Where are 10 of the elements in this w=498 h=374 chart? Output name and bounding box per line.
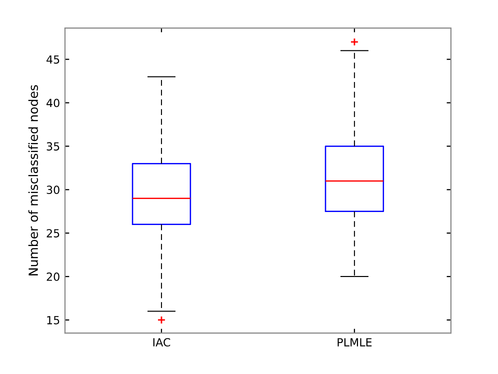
y-axis-title: Number of misclassified nodes [28, 85, 38, 276]
x-tick-label: IAC [153, 338, 170, 346]
y-tick-label: 20 [46, 272, 60, 281]
y-tick-label: 35 [46, 142, 60, 151]
x-tick-label: PLMLE [338, 338, 372, 346]
y-tick-label: 25 [46, 229, 60, 238]
y-tick-label: 40 [46, 98, 60, 108]
y-tick-label: 15 [47, 316, 60, 324]
y-tick-label: 45 [46, 55, 60, 64]
y-tick-label: 30 [46, 186, 60, 194]
